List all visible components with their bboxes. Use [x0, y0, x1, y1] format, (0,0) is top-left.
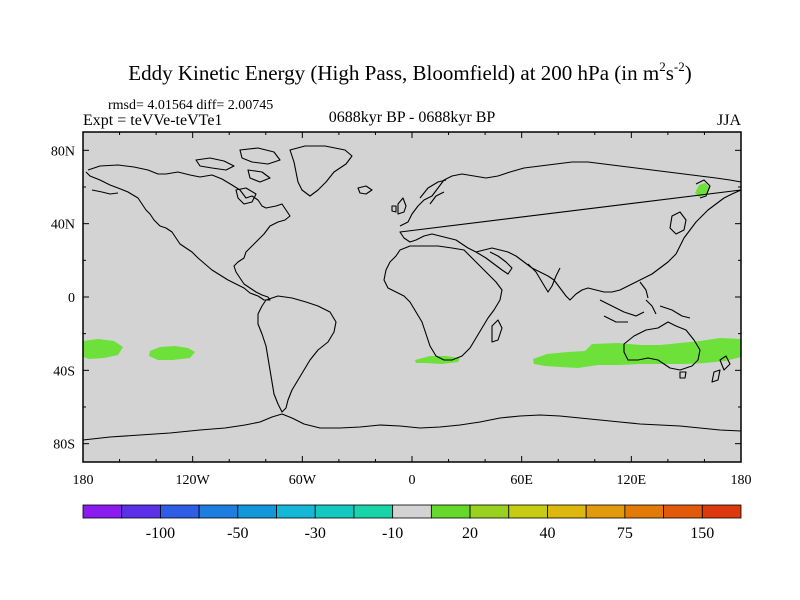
coast-southeast-asia-islands [599, 281, 691, 323]
coast-madagascar [491, 319, 503, 343]
anomaly-region-south-africa [415, 356, 460, 364]
coast-iceland [357, 185, 373, 195]
coast-tasmania [679, 371, 687, 379]
plot-title: Eddy Kinetic Energy (High Pass, Bloomfie… [128, 59, 692, 85]
lon-axis: 180 120W 60W 0 60E 120E 180 [73, 132, 752, 488]
colorbar-label: 75 [617, 525, 633, 542]
colorbar-swatch [430, 504, 471, 519]
anomaly-region-indian-australia [533, 338, 741, 368]
lat-tick-label: 40S [53, 364, 75, 379]
coastlines [82, 145, 742, 441]
colorbar-swatch [198, 504, 239, 519]
coast-new-zealand [711, 355, 731, 383]
experiment-label: Expt = teVVe-teVTe1 [83, 112, 222, 129]
stats-label: rmsd= 4.01564 diff= 2.00745 [108, 98, 273, 113]
season-label: JJA [717, 112, 741, 129]
colorbar-label: -10 [382, 525, 403, 542]
lat-tick-label: 0 [68, 291, 75, 306]
coast-japan [669, 211, 687, 235]
colorbar-swatch [121, 504, 161, 519]
coast-arabia [475, 251, 513, 275]
colorbar-swatch [469, 504, 510, 519]
coast-eurasia [399, 161, 742, 301]
lon-tick-label: 60W [289, 473, 317, 488]
coast-antarctica [82, 413, 742, 441]
map-background [83, 132, 741, 462]
coast-uk [391, 197, 407, 215]
lat-tick-label: 80S [53, 438, 75, 453]
lat-tick-label: 40N [51, 218, 75, 233]
colorbar-swatch [663, 504, 703, 519]
anomaly-region-kamchatka [695, 183, 710, 197]
coast-india [527, 263, 561, 293]
colorbar-label: 40 [539, 525, 555, 542]
colorbar-swatch [237, 504, 277, 519]
coast-australia [623, 321, 701, 371]
lon-tick-label: 120W [176, 473, 211, 488]
lat-tick-label: 80N [51, 144, 75, 159]
colorbar-swatch [701, 504, 742, 519]
colorbar-label: 20 [462, 525, 478, 542]
colorbar-swatch [160, 504, 200, 519]
coast-greenland [289, 145, 353, 197]
coast-scandinavia [419, 179, 447, 205]
coast-kamchatka [695, 179, 711, 199]
coast-canadian-archipelago [195, 147, 281, 183]
coast-hudson-bay [235, 187, 257, 205]
lon-tick-label: 60E [510, 473, 533, 488]
colorbar-swatch [314, 504, 355, 519]
lon-tick-label: 180 [731, 473, 752, 488]
colorbar: -100 -50 -30 -10 20 40 75 150 [82, 504, 742, 542]
colorbar-swatch [585, 504, 626, 519]
lat-axis: 80N 40N 0 40S 80S [51, 144, 741, 453]
coast-alaska-islands [91, 189, 119, 195]
colorbar-swatch [547, 504, 587, 519]
colorbar-label: -30 [305, 525, 326, 542]
colorbar-swatch [624, 504, 664, 519]
coast-south-america [257, 295, 337, 413]
coast-north-america [85, 164, 291, 301]
colorbar-swatch [82, 504, 123, 519]
period-label: 0688kyr BP - 0688kyr BP [329, 109, 496, 126]
colorbar-label: 150 [690, 525, 714, 542]
anomaly-region-south-pacific-central [149, 346, 195, 360]
colorbar-swatch [392, 504, 432, 519]
anomaly-regions [83, 183, 741, 368]
coast-africa [383, 245, 503, 361]
colorbar-label: -50 [227, 525, 248, 542]
map-panel [82, 131, 742, 463]
colorbar-swatch [508, 504, 548, 519]
lon-tick-label: 0 [409, 473, 416, 488]
lon-tick-label: 180 [73, 473, 94, 488]
colorbar-swatch [353, 504, 394, 519]
anomaly-region-south-pacific-west [83, 339, 123, 359]
colorbar-label: -100 [146, 525, 175, 542]
lon-tick-label: 120E [617, 473, 647, 488]
colorbar-swatch [276, 504, 316, 519]
